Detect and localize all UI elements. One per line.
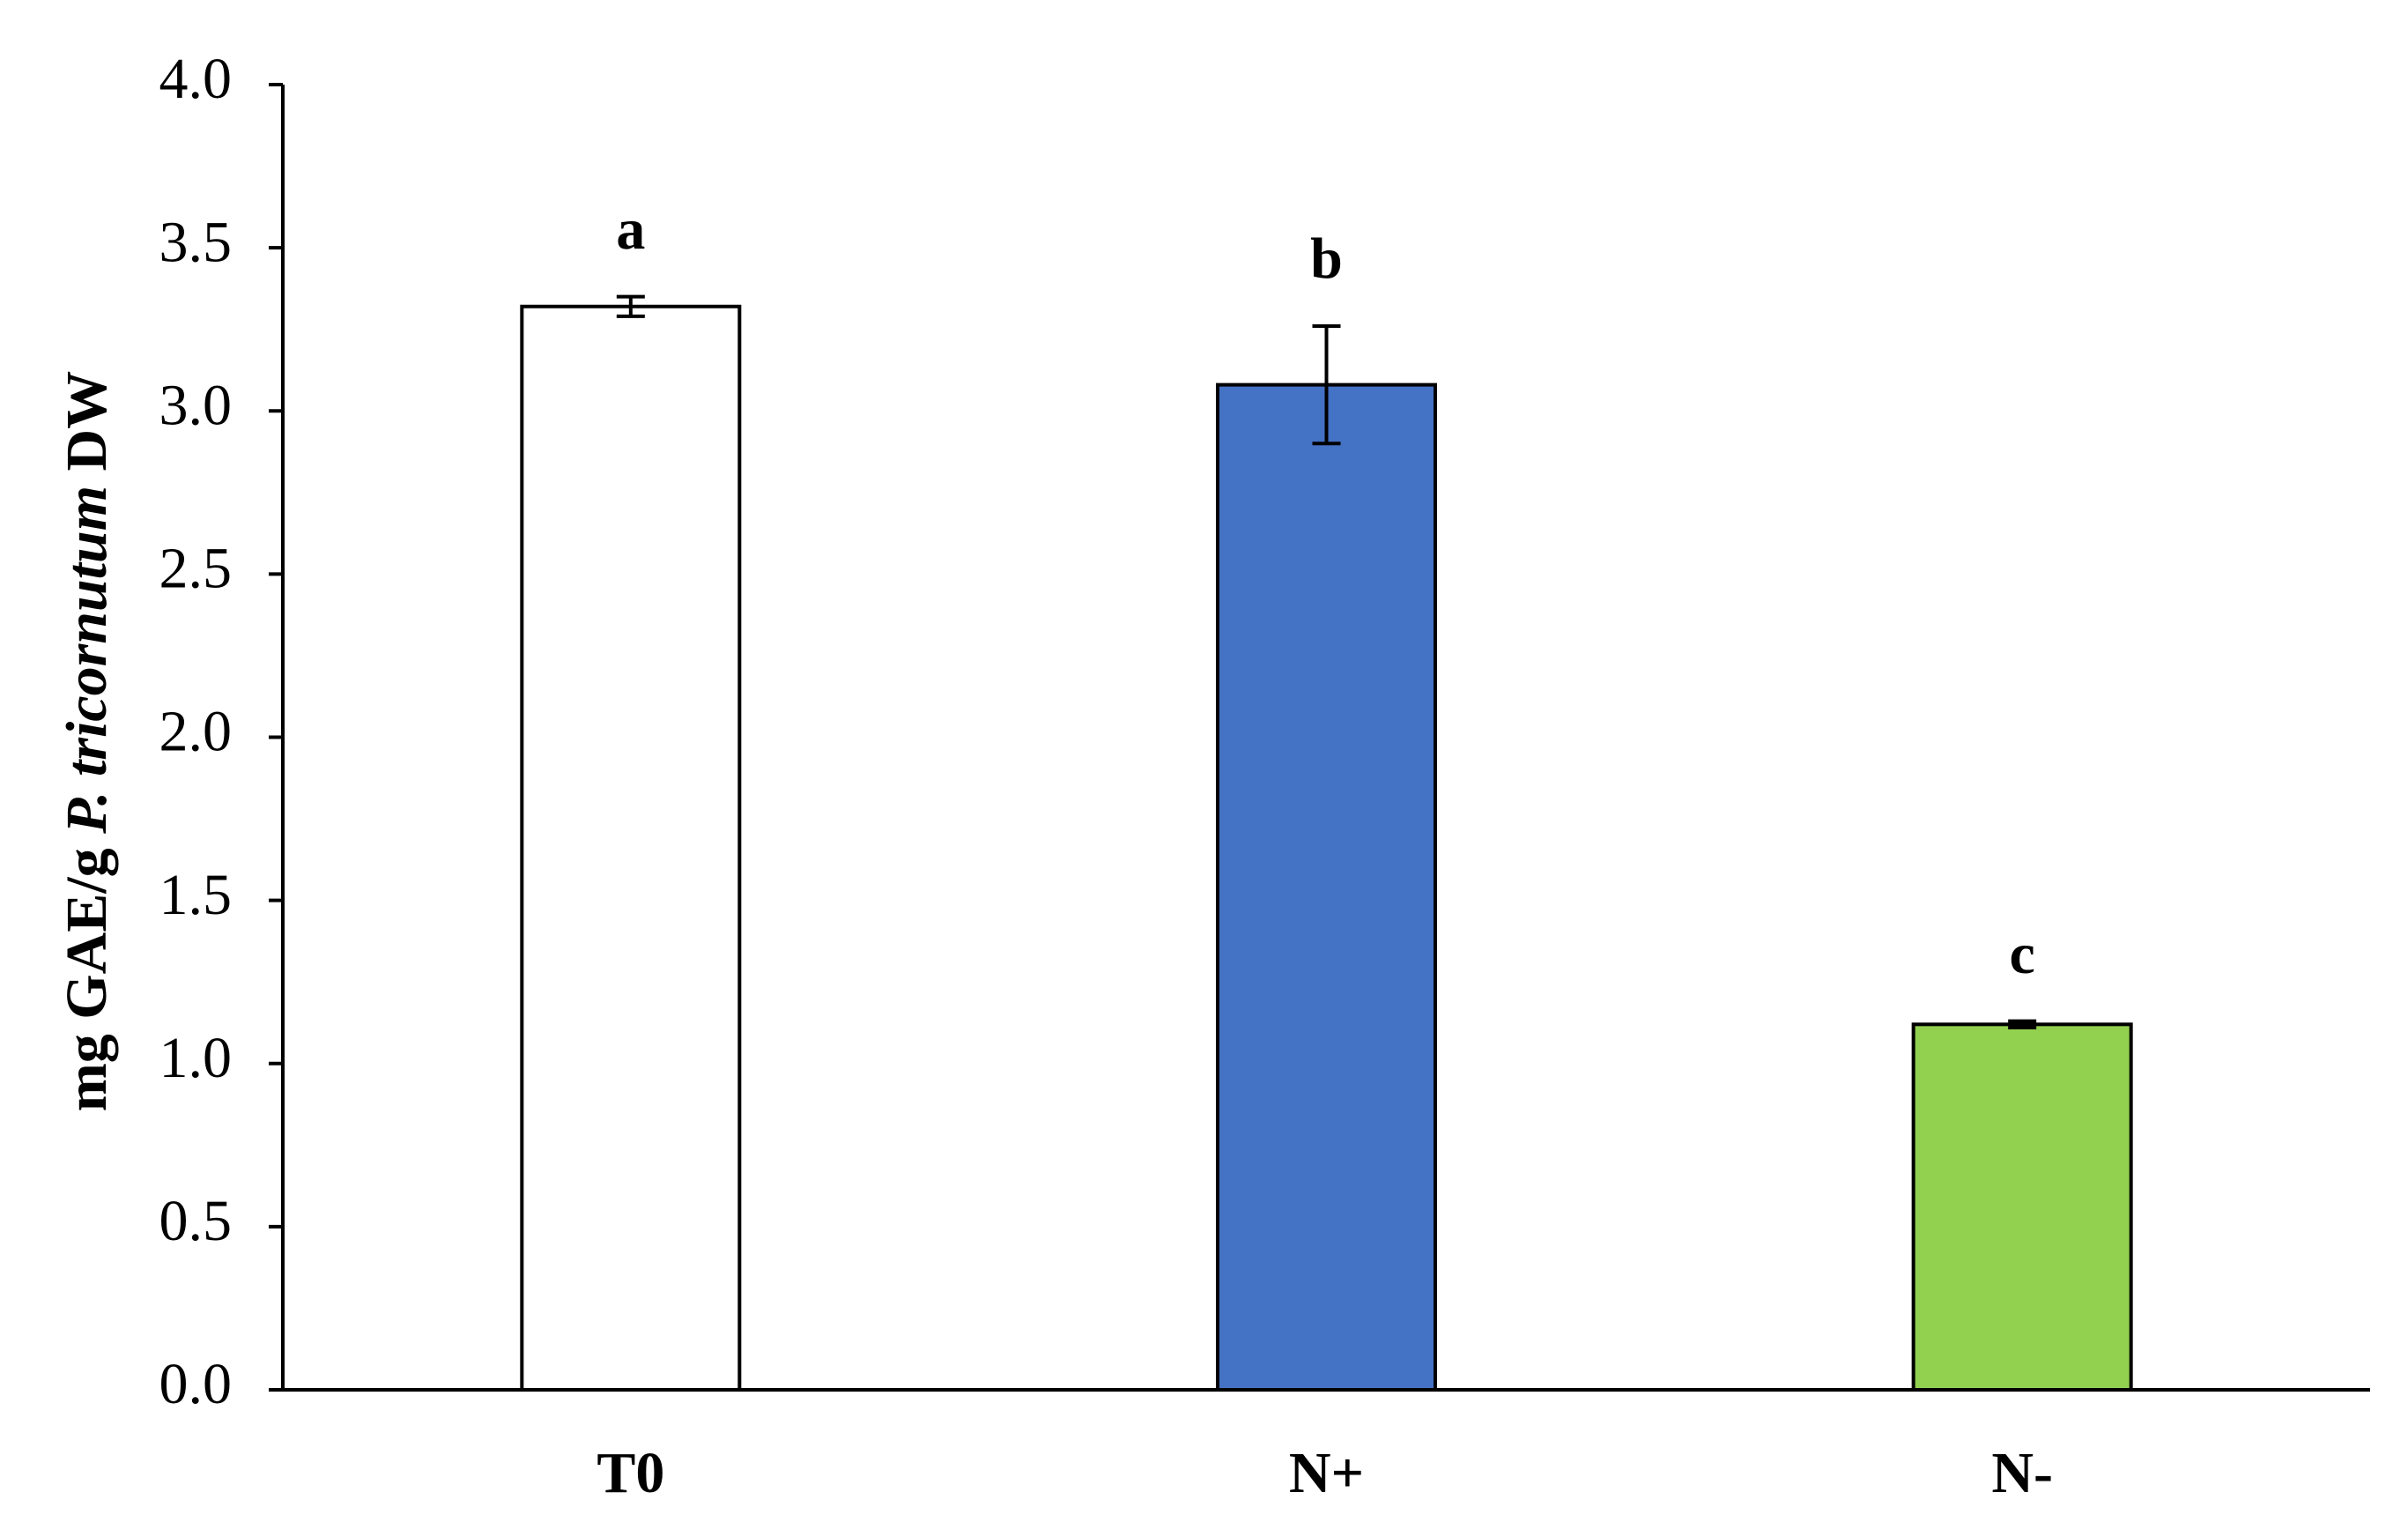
y-label-part: DW [55, 371, 119, 471]
y-tick-label: 2.5 [159, 537, 233, 601]
significance-letter: a [616, 197, 645, 262]
y-tick-label: 2.0 [159, 700, 233, 764]
y-tick-label: 4.0 [159, 47, 233, 111]
y-tick-label: 3.0 [159, 373, 233, 437]
y-tick-label: 3.5 [159, 210, 233, 274]
y-axis-label: mg GAE/g P. tricornutum DW [55, 371, 119, 1111]
x-tick-label: T0 [596, 1441, 664, 1505]
bar [520, 304, 742, 1392]
significance-letter: c [2010, 922, 2035, 986]
x-tick-label: N+ [1289, 1441, 1364, 1505]
y-tick-label: 1.5 [159, 863, 233, 927]
y-label-part: P. tricornutum [55, 486, 119, 835]
bar [1911, 1022, 2133, 1392]
y-tick-label: 0.0 [159, 1352, 233, 1416]
y-tick-label: 1.0 [159, 1026, 233, 1090]
y-tick-label: 0.5 [159, 1189, 233, 1253]
x-tick-label: N- [1991, 1441, 2053, 1505]
y-label-part: mg GAE/g [55, 848, 119, 1111]
bar [1216, 382, 1437, 1392]
significance-letter: b [1310, 226, 1343, 291]
